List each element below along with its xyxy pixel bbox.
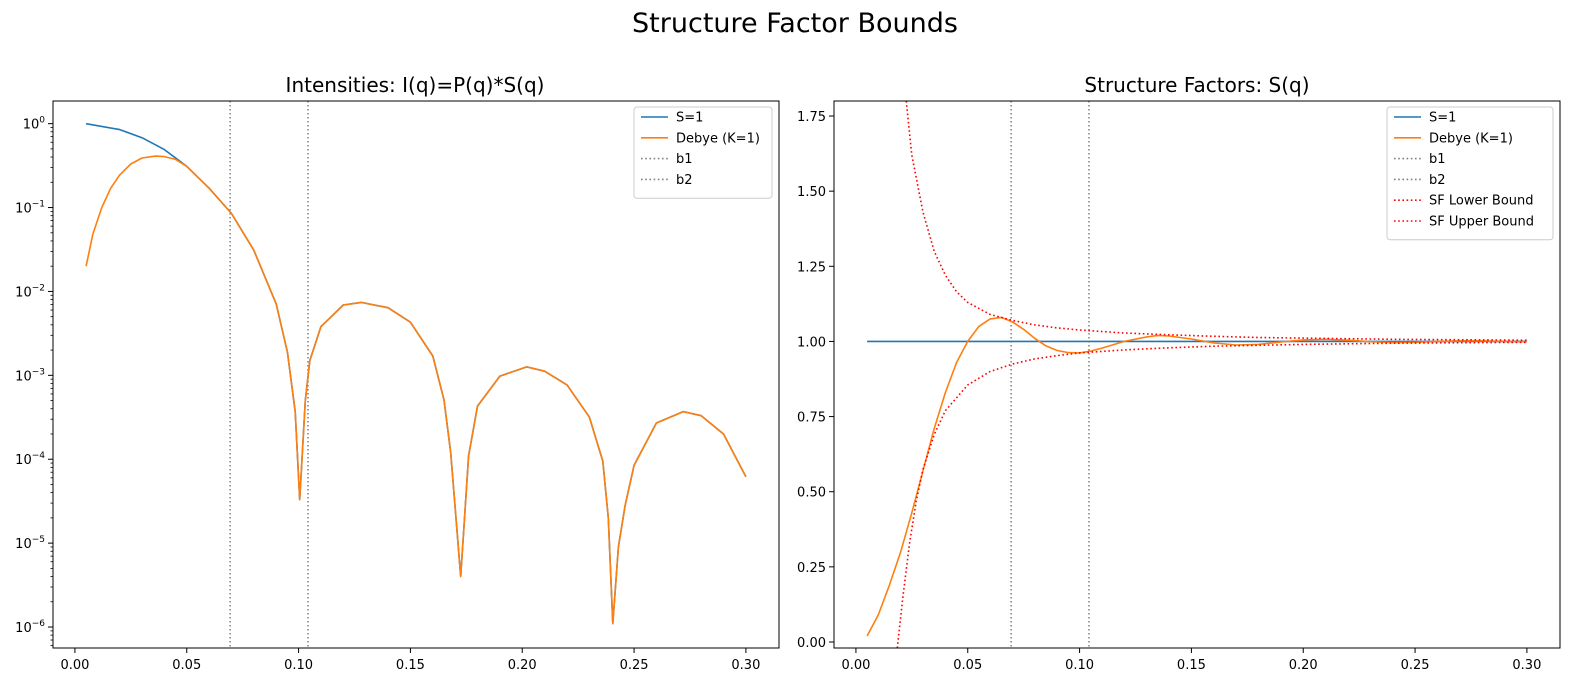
structure-factors-legend-label-sf-lower-bound: SF Lower Bound [1429, 194, 1534, 209]
structure-factors-legend-label-s-1: S=1 [1429, 111, 1456, 126]
structure-factors-series-sf-lower-bound [896, 341, 1527, 648]
intensities-axes-frame [52, 100, 780, 649]
intensities-legend-label-b1: b1 [676, 152, 693, 167]
intensities-legend-label-b2: b2 [676, 173, 693, 188]
intensities-panel: Intensities: I(q)=P(q)*S(q) 0.00 0.05 0.10… [15, 73, 780, 673]
structure-factors-y-tick-label: 0.25 [797, 561, 826, 576]
intensities-y-tick-label: 10−3 [15, 367, 45, 384]
structure-factors-x-tick-label: 0.05 [953, 658, 982, 673]
intensities-y-tick-label: 10−2 [15, 283, 45, 300]
intensities-y-tick-label: 10−6 [15, 619, 45, 636]
intensities-title: Intensities: I(q)=P(q)*S(q) [286, 73, 545, 97]
structure-factors-legend-label-sf-upper-bound: SF Upper Bound [1429, 215, 1534, 230]
structure-factors-y-tick-label: 1.00 [797, 335, 826, 350]
intensities-x-tick-label: 0.30 [731, 658, 760, 673]
intensities-legend-label-s-1: S=1 [676, 111, 703, 126]
structure-factors-series-sf-upper-bound [905, 101, 1527, 341]
structure-factors-x-tick-label: 0.30 [1512, 658, 1541, 673]
structure-factors-legend: S=1 Debye (K=1) b1 b2 SF Lower Bound SF Upper… [1386, 106, 1554, 241]
intensities-legend: S=1 Debye (K=1) b1 b2 [633, 106, 773, 199]
structure-factors-axes-frame [833, 100, 1561, 649]
intensities-x-tick-label: 0.00 [60, 658, 89, 673]
structure-factors-y-tick-label: 1.75 [797, 110, 826, 125]
intensities-y-tick-label: 10−4 [15, 451, 45, 468]
structure-factors-x-tick-label: 0.10 [1065, 658, 1094, 673]
structure-factors-y-tick-label: 0.75 [797, 411, 826, 426]
intensities-y-tick-label: 100 [23, 116, 46, 133]
structure-factors-title: Structure Factors: S(q) [1084, 73, 1309, 97]
structure-factors-series-debye-k-1 [866, 316, 1527, 637]
structure-factors-legend-label-b1: b1 [1429, 152, 1446, 167]
intensities-x-tick-label: 0.05 [172, 658, 201, 673]
structure-factors-x-tick-label: 0.00 [841, 658, 870, 673]
structure-factors-x-tick-label: 0.15 [1177, 658, 1206, 673]
structure-factors-y-tick-label: 1.50 [797, 185, 826, 200]
structure-factors-panel: Structure Factors: S(q) 0.00 0.05 0.10 0.15… [797, 73, 1561, 673]
structure-factors-y-tick-label: 0.50 [797, 486, 826, 501]
structure-factors-y-tick-label: 1.25 [797, 260, 826, 275]
intensities-y-tick-label: 10−1 [15, 200, 45, 217]
intensities-x-tick-label: 0.10 [284, 658, 313, 673]
structure-factors-y-tick-label: 0.00 [797, 636, 826, 651]
intensities-x-tick-label: 0.25 [620, 658, 649, 673]
intensities-x-tick-label: 0.15 [396, 658, 425, 673]
structure-factors-legend-label-debye-k-1: Debye (K=1) [1429, 131, 1513, 146]
structure-factors-legend-label-b2: b2 [1429, 173, 1446, 188]
intensities-series-debye-k-1 [85, 155, 747, 625]
figure-title: Structure Factor Bounds [632, 8, 958, 39]
structure-factors-x-tick-label: 0.20 [1289, 658, 1318, 673]
intensities-legend-label-debye-k-1: Debye (K=1) [676, 131, 760, 146]
structure-factors-x-tick-label: 0.25 [1401, 658, 1430, 673]
intensities-x-tick-label: 0.20 [508, 658, 537, 673]
intensities-y-tick-label: 10−5 [15, 535, 45, 552]
